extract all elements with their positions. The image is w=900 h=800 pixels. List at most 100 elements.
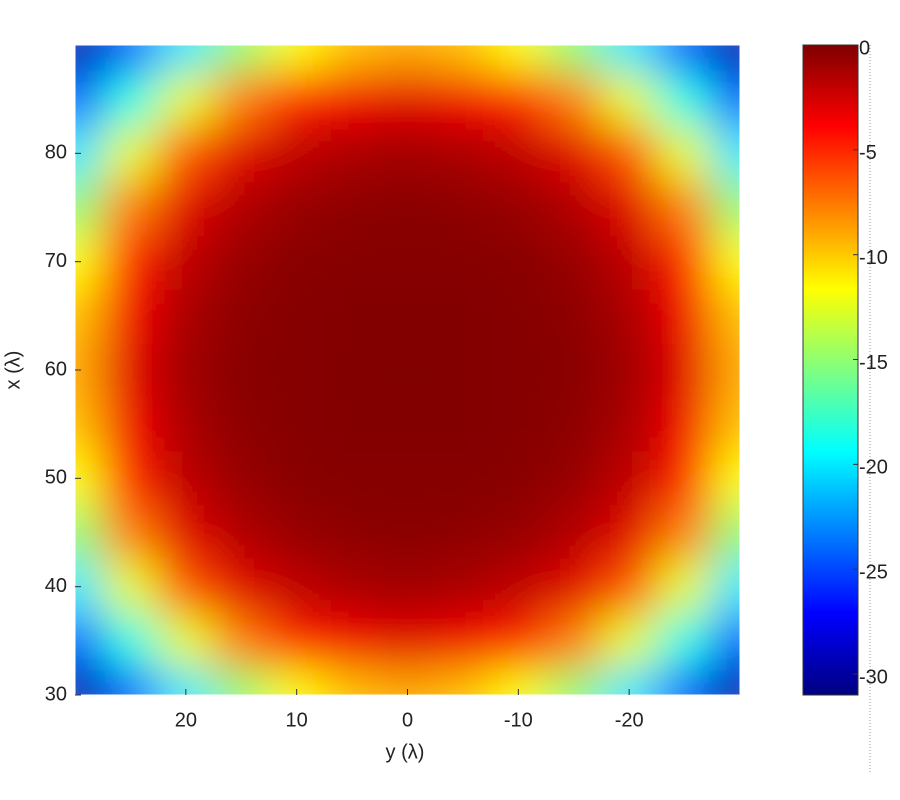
heatmap-cell bbox=[157, 450, 215, 506]
heatmap-cell bbox=[656, 450, 713, 506]
heatmap-cell bbox=[545, 396, 602, 452]
heatmap-cell bbox=[545, 234, 602, 290]
heatmap-cell bbox=[102, 288, 159, 344]
colorbar-tick-label: -30 bbox=[859, 666, 888, 688]
heatmap-cell bbox=[490, 504, 547, 561]
heatmap bbox=[75, 45, 740, 695]
heatmap-cell bbox=[545, 504, 602, 561]
heatmap-cell bbox=[434, 613, 492, 669]
heatmap-cell bbox=[490, 125, 547, 181]
heatmap-cell bbox=[545, 342, 602, 398]
heatmap-cell bbox=[323, 71, 381, 127]
heatmap-cell bbox=[157, 342, 215, 398]
heatmap-cell bbox=[490, 234, 547, 290]
heatmap-cell bbox=[434, 396, 492, 452]
heatmap-cell bbox=[656, 234, 713, 290]
heatmap-cell bbox=[323, 45, 381, 73]
heatmap-cell bbox=[656, 559, 713, 615]
heatmap-cell bbox=[157, 504, 215, 561]
heatmap-cell bbox=[323, 179, 381, 236]
heatmap-cell bbox=[711, 396, 740, 452]
heatmap-cell bbox=[323, 396, 381, 452]
heatmap-cell bbox=[157, 396, 215, 452]
heatmap-cell bbox=[102, 667, 159, 695]
heatmap-cell bbox=[545, 288, 602, 344]
heatmap-cell bbox=[213, 342, 270, 398]
heatmap-cell bbox=[379, 71, 436, 127]
heatmap-cell bbox=[600, 288, 658, 344]
heatmap-cell bbox=[656, 504, 713, 561]
heatmap-cell bbox=[434, 234, 492, 290]
y-axis-label: x (λ) bbox=[2, 351, 24, 390]
heatmap-cell bbox=[490, 45, 547, 73]
heatmap-cell bbox=[545, 559, 602, 615]
heatmap-cell bbox=[102, 559, 159, 615]
heatmap-cell bbox=[157, 71, 215, 127]
heatmap-cell bbox=[656, 45, 713, 73]
heatmap-cell bbox=[157, 288, 215, 344]
heatmap-cells bbox=[75, 45, 740, 695]
heatmap-cell bbox=[268, 450, 325, 506]
heatmap-cell bbox=[75, 45, 104, 73]
heatmap-cell bbox=[600, 504, 658, 561]
heatmap-cell bbox=[75, 71, 104, 127]
heatmap-cell bbox=[545, 667, 602, 695]
heatmap-cell bbox=[75, 504, 104, 561]
heatmap-cell bbox=[600, 179, 658, 236]
heatmap-cell bbox=[102, 450, 159, 506]
heatmap-cell bbox=[268, 613, 325, 669]
heatmap-cell bbox=[711, 71, 740, 127]
heatmap-cell bbox=[600, 71, 658, 127]
heatmap-cell bbox=[656, 396, 713, 452]
heatmap-cell bbox=[102, 396, 159, 452]
heatmap-cell bbox=[656, 667, 713, 695]
heatmap-cell bbox=[490, 559, 547, 615]
x-tick-label: 0 bbox=[402, 709, 413, 731]
heatmap-cell bbox=[213, 450, 270, 506]
heatmap-cell bbox=[434, 125, 492, 181]
heatmap-cell bbox=[545, 71, 602, 127]
heatmap-cell bbox=[490, 71, 547, 127]
heatmap-cell bbox=[379, 45, 436, 73]
heatmap-cell bbox=[434, 71, 492, 127]
colorbar-tick-label: -10 bbox=[859, 247, 888, 269]
heatmap-cell bbox=[379, 559, 436, 615]
heatmap-cell bbox=[102, 179, 159, 236]
heatmap-cell bbox=[490, 450, 547, 506]
heatmap-cell bbox=[157, 613, 215, 669]
x-tick-label: 20 bbox=[175, 709, 197, 731]
heatmap-cell bbox=[323, 234, 381, 290]
y-tick-label: 70 bbox=[45, 250, 67, 272]
heatmap-cell bbox=[213, 613, 270, 669]
heatmap-cell bbox=[379, 504, 436, 561]
heatmap-cell bbox=[213, 234, 270, 290]
heatmap-cell bbox=[102, 234, 159, 290]
heatmap-cell bbox=[545, 450, 602, 506]
heatmap-cell bbox=[490, 613, 547, 669]
heatmap-cell bbox=[656, 71, 713, 127]
heatmap-cell bbox=[434, 288, 492, 344]
heatmap-cell bbox=[323, 559, 381, 615]
heatmap-cell bbox=[545, 613, 602, 669]
heatmap-cell bbox=[157, 559, 215, 615]
heatmap-cell bbox=[213, 667, 270, 695]
heatmap-cell bbox=[490, 179, 547, 236]
heatmap-cell bbox=[711, 125, 740, 181]
heatmap-cell bbox=[268, 504, 325, 561]
heatmap-cell bbox=[213, 45, 270, 73]
heatmap-cell bbox=[102, 613, 159, 669]
heatmap-cell bbox=[379, 342, 436, 398]
heatmap-cell bbox=[157, 45, 215, 73]
heatmap-cell bbox=[490, 288, 547, 344]
heatmap-cell bbox=[711, 559, 740, 615]
heatmap-cell bbox=[600, 45, 658, 73]
heatmap-cell bbox=[656, 288, 713, 344]
x-axis-label: y (λ) bbox=[386, 741, 425, 763]
heatmap-cell bbox=[711, 288, 740, 344]
heatmap-cell bbox=[323, 288, 381, 344]
heatmap-cell bbox=[490, 342, 547, 398]
heatmap-cell bbox=[379, 288, 436, 344]
heatmap-cell bbox=[379, 450, 436, 506]
y-tick-label: 80 bbox=[45, 142, 67, 164]
colorbar-tick-label: -25 bbox=[859, 561, 888, 583]
